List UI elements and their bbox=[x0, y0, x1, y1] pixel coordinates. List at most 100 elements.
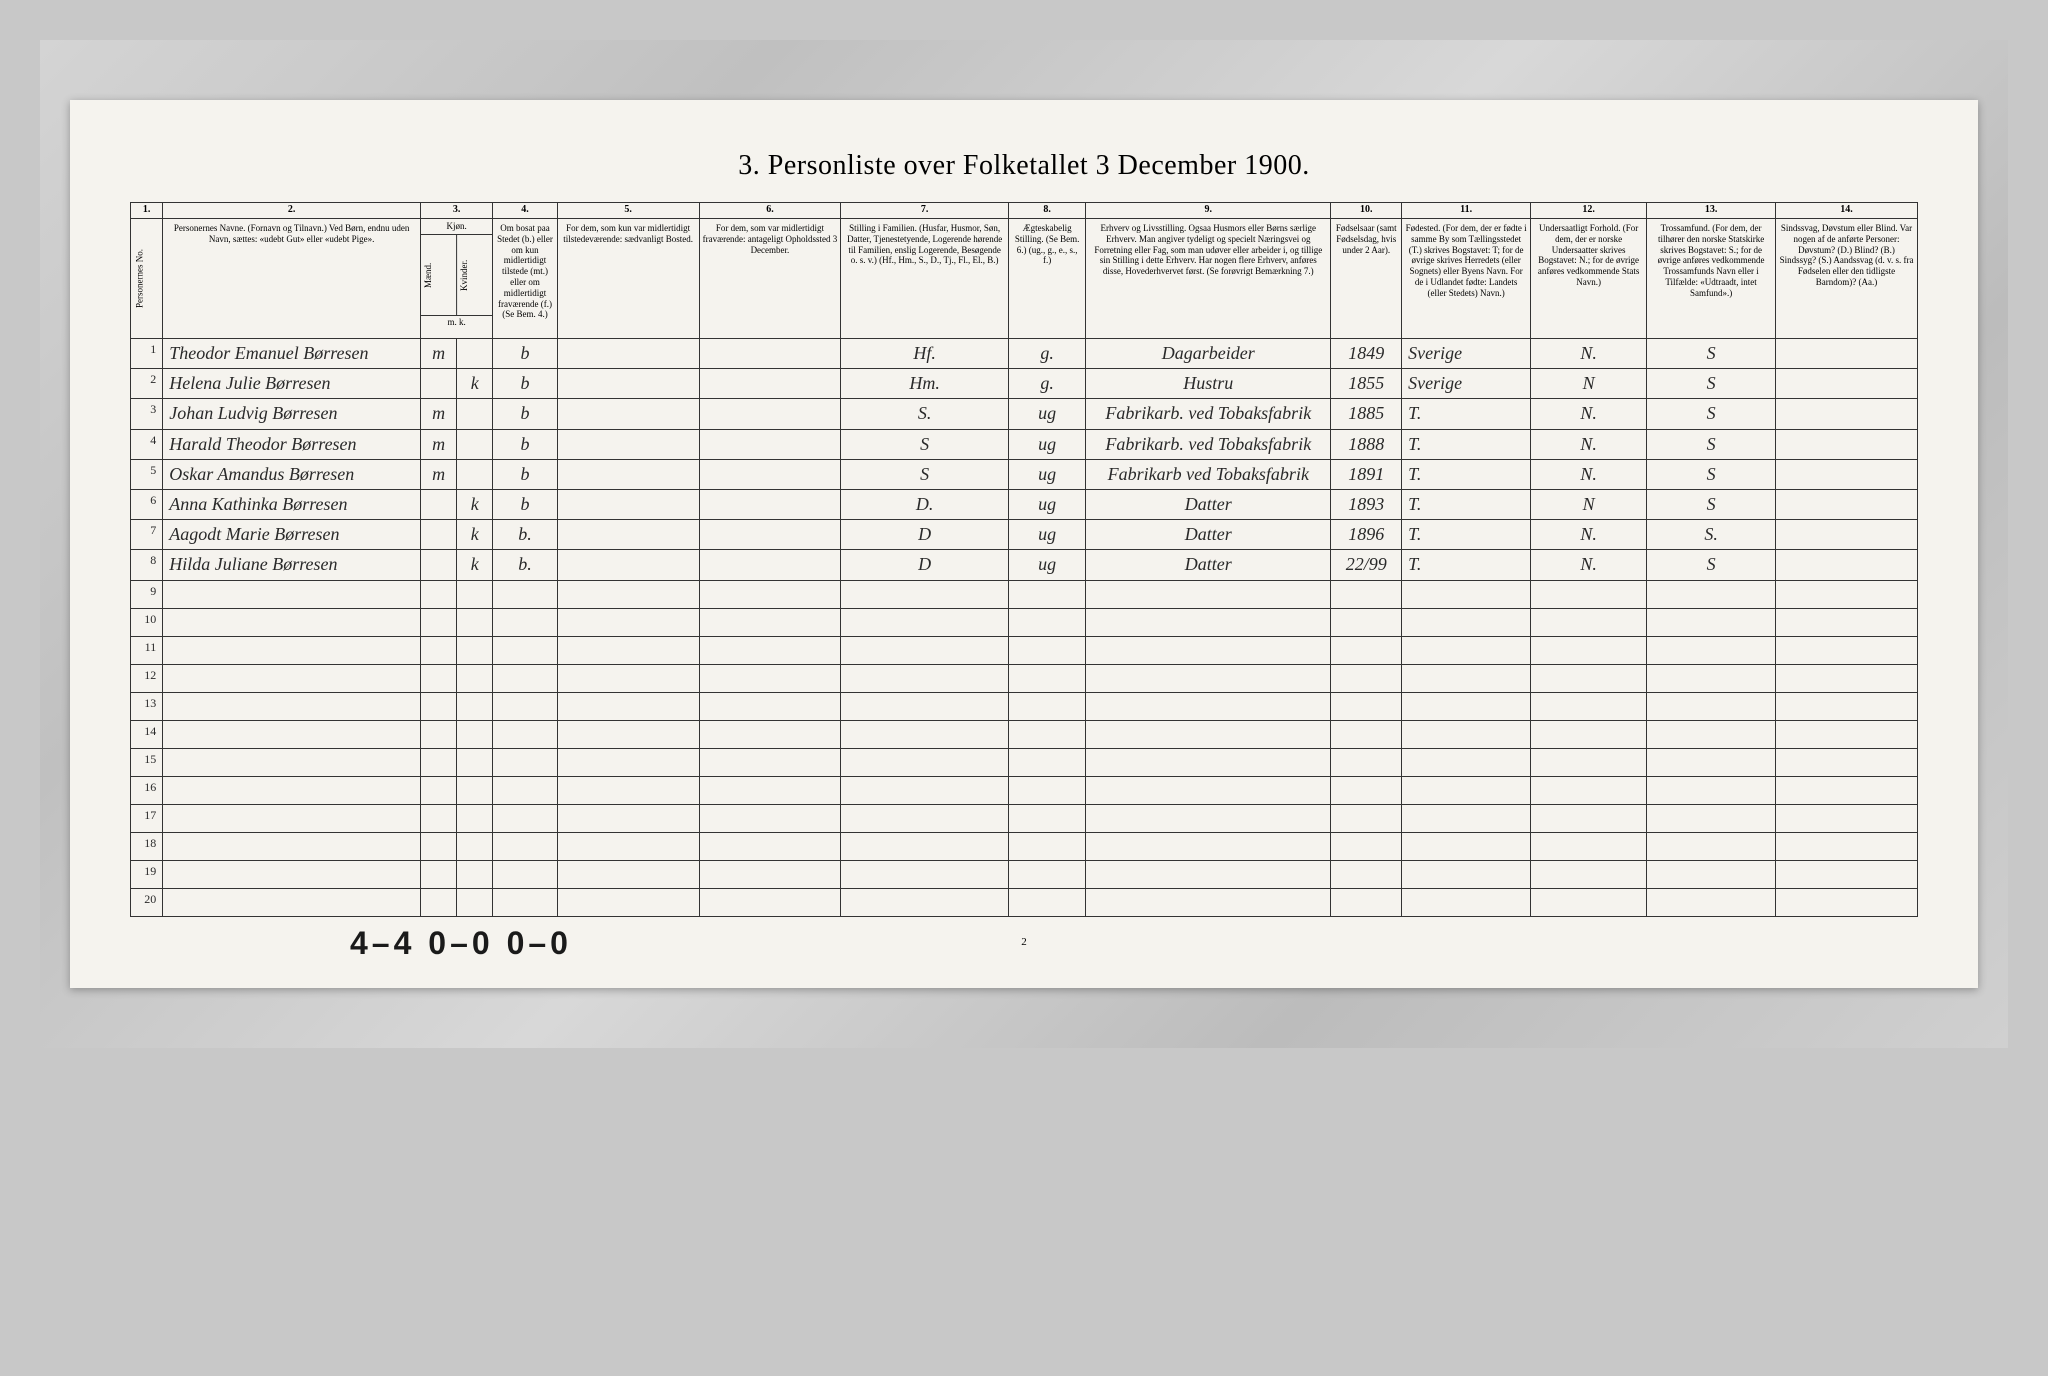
cell-empty bbox=[457, 608, 493, 636]
cell-nationality: N. bbox=[1531, 339, 1647, 369]
cell-empty bbox=[841, 664, 1009, 692]
cell-disability bbox=[1776, 489, 1918, 519]
cell-empty bbox=[1402, 580, 1531, 608]
cell-sex-k bbox=[457, 399, 493, 429]
cell-empty bbox=[1776, 580, 1918, 608]
cell-empty bbox=[457, 664, 493, 692]
col-num-10: 10. bbox=[1331, 203, 1402, 219]
h-birthplace: Fødested. (For dem, der er fødte i samme… bbox=[1402, 219, 1531, 339]
cell-empty bbox=[841, 776, 1009, 804]
cell-empty bbox=[163, 692, 421, 720]
cell-nationality: N bbox=[1531, 369, 1647, 399]
row-number: 5 bbox=[131, 459, 163, 489]
cell-empty bbox=[1331, 748, 1402, 776]
cell-empty bbox=[1331, 608, 1402, 636]
cell-empty bbox=[1647, 692, 1776, 720]
row-number: 19 bbox=[131, 860, 163, 888]
cell-sex-m: m bbox=[421, 429, 457, 459]
cell-empty bbox=[163, 580, 421, 608]
header-label-row: Personernes No. Personernes Navne. (Forn… bbox=[131, 219, 1918, 339]
document-title: 3. Personliste over Folketallet 3 Decemb… bbox=[130, 150, 1918, 182]
table-row-empty: 17 bbox=[131, 804, 1918, 832]
cell-empty bbox=[1776, 636, 1918, 664]
cell-disability bbox=[1776, 399, 1918, 429]
cell-empty bbox=[493, 636, 557, 664]
table-row: 5 Oskar Amandus Børresen m b S ug Fabrik… bbox=[131, 459, 1918, 489]
cell-empty bbox=[1647, 804, 1776, 832]
cell-empty bbox=[493, 804, 557, 832]
table-row-empty: 20 bbox=[131, 888, 1918, 916]
cell-empty bbox=[1402, 692, 1531, 720]
cell-c6 bbox=[699, 429, 841, 459]
cell-empty bbox=[1331, 804, 1402, 832]
cell-empty bbox=[1647, 580, 1776, 608]
cell-empty bbox=[1647, 608, 1776, 636]
cell-sex-k: k bbox=[457, 489, 493, 519]
cell-c6 bbox=[699, 369, 841, 399]
cell-occupation: Datter bbox=[1086, 550, 1331, 580]
cell-empty bbox=[699, 804, 841, 832]
cell-religion: S bbox=[1647, 550, 1776, 580]
cell-c5 bbox=[557, 339, 699, 369]
cell-sex-k bbox=[457, 429, 493, 459]
cell-empty bbox=[841, 804, 1009, 832]
cell-empty bbox=[699, 608, 841, 636]
cell-religion: S. bbox=[1647, 520, 1776, 550]
cell-empty bbox=[699, 692, 841, 720]
cell-empty bbox=[457, 888, 493, 916]
table-row-empty: 15 bbox=[131, 748, 1918, 776]
row-number: 2 bbox=[131, 369, 163, 399]
cell-nationality: N bbox=[1531, 489, 1647, 519]
table-row-empty: 19 bbox=[131, 860, 1918, 888]
h-nationality: Undersaatligt Forhold. (For dem, der er … bbox=[1531, 219, 1647, 339]
cell-religion: S bbox=[1647, 489, 1776, 519]
cell-empty bbox=[1531, 720, 1647, 748]
cell-birthplace: T. bbox=[1402, 489, 1531, 519]
cell-empty bbox=[1086, 580, 1331, 608]
cell-family-pos: Hm. bbox=[841, 369, 1009, 399]
h-name: Personernes Navne. (Fornavn og Tilnavn.)… bbox=[163, 219, 421, 339]
cell-empty bbox=[1647, 664, 1776, 692]
h-occupation: Erhverv og Livsstilling. Ogsaa Husmors e… bbox=[1086, 219, 1331, 339]
cell-disability bbox=[1776, 339, 1918, 369]
cell-birthplace: T. bbox=[1402, 520, 1531, 550]
census-table: 1. 2. 3. 4. 5. 6. 7. 8. 9. 10. 11. 12. 1… bbox=[130, 202, 1918, 917]
cell-empty bbox=[493, 692, 557, 720]
cell-empty bbox=[1086, 860, 1331, 888]
cell-c5 bbox=[557, 399, 699, 429]
cell-empty bbox=[1008, 636, 1085, 664]
row-number: 7 bbox=[131, 520, 163, 550]
cell-empty bbox=[1331, 832, 1402, 860]
cell-residence: b. bbox=[493, 520, 557, 550]
cell-empty bbox=[1086, 636, 1331, 664]
cell-empty bbox=[493, 860, 557, 888]
cell-empty bbox=[493, 580, 557, 608]
cell-empty bbox=[1008, 860, 1085, 888]
h-person-no: Personernes No. bbox=[131, 219, 163, 339]
cell-empty bbox=[163, 804, 421, 832]
cell-empty bbox=[1086, 664, 1331, 692]
cell-name: Theodor Emanuel Børresen bbox=[163, 339, 421, 369]
cell-nationality: N. bbox=[1531, 520, 1647, 550]
cell-residence: b bbox=[493, 399, 557, 429]
cell-empty bbox=[557, 832, 699, 860]
cell-empty bbox=[557, 692, 699, 720]
cell-empty bbox=[1086, 692, 1331, 720]
row-number: 12 bbox=[131, 664, 163, 692]
cell-birth-year: 22/99 bbox=[1331, 550, 1402, 580]
cell-marital: g. bbox=[1008, 369, 1085, 399]
cell-empty bbox=[841, 748, 1009, 776]
cell-name: Johan Ludvig Børresen bbox=[163, 399, 421, 429]
cell-empty bbox=[457, 832, 493, 860]
cell-empty bbox=[1647, 636, 1776, 664]
cell-empty bbox=[699, 832, 841, 860]
row-number: 3 bbox=[131, 399, 163, 429]
cell-residence: b bbox=[493, 339, 557, 369]
cell-nationality: N. bbox=[1531, 550, 1647, 580]
cell-empty bbox=[457, 636, 493, 664]
h-temp-present: For dem, som kun var midlertidigt tilste… bbox=[557, 219, 699, 339]
cell-name: Anna Kathinka Børresen bbox=[163, 489, 421, 519]
cell-occupation: Datter bbox=[1086, 489, 1331, 519]
col-num-8: 8. bbox=[1008, 203, 1085, 219]
cell-name: Hilda Juliane Børresen bbox=[163, 550, 421, 580]
